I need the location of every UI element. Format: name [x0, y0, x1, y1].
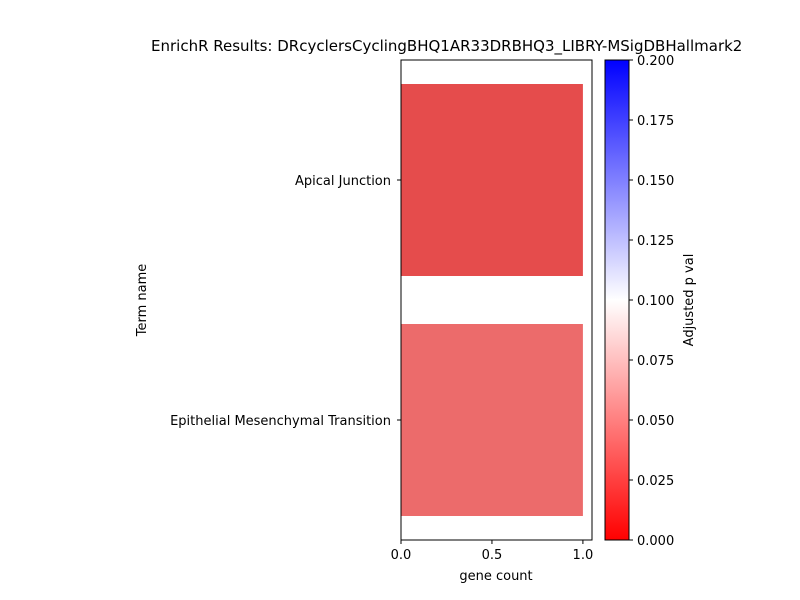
colorbar-tick-label-7: 0.175	[637, 114, 674, 129]
x-tick-label-0: 0.0	[391, 548, 412, 563]
colorbar-tick-label-0: 0.000	[637, 534, 674, 549]
bar-0	[401, 84, 583, 276]
x-axis-label: gene count	[459, 569, 532, 584]
y-tick-label-0: Apical Junction	[295, 174, 391, 189]
colorbar-tick-label-4: 0.100	[637, 294, 674, 309]
x-tick-label-2: 1.0	[573, 548, 594, 563]
colorbar-tick-label-5: 0.125	[637, 234, 674, 249]
colorbar-tick-label-8: 0.200	[637, 54, 674, 69]
colorbar-tick-label-6: 0.150	[637, 174, 674, 189]
colorbar-gradient	[604, 59, 630, 541]
colorbar: 0.000 0.025 0.050 0.075 0.100 0.125 0.150 0.175…	[604, 54, 697, 549]
y-axis-label: Term name	[135, 264, 150, 338]
bar-1	[401, 324, 583, 516]
plot-area: Apical Junction Epithelial Mesenchymal Tr…	[170, 84, 593, 563]
colorbar-tick-label-2: 0.050	[637, 414, 674, 429]
colorbar-label: Adjusted p val	[682, 254, 697, 347]
plot-frame	[400, 59, 593, 541]
y-tick-label-1: Epithelial Mesenchymal Transition	[170, 414, 391, 429]
colorbar-tick-label-3: 0.075	[637, 354, 674, 369]
colorbar-tick-label-1: 0.025	[637, 474, 674, 489]
colorbar-ticks: 0.000 0.025 0.050 0.075 0.100 0.125 0.150 0.175…	[629, 54, 674, 549]
chart-title: EnrichR Results: DRcyclersCyclingBHQ1AR3…	[151, 37, 742, 56]
x-tick-label-1: 0.5	[482, 548, 503, 563]
